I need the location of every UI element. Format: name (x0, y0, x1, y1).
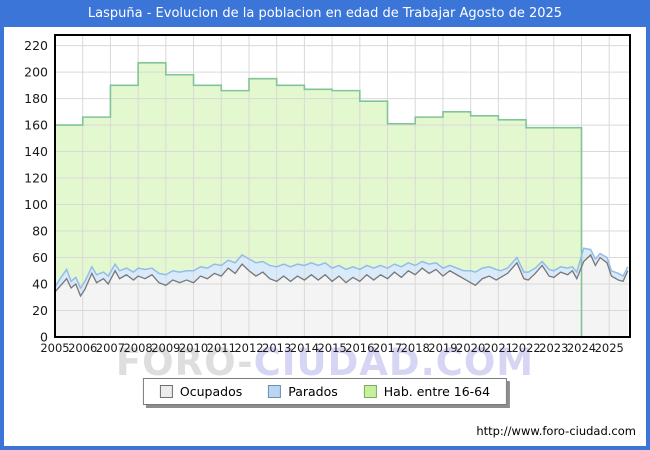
legend-label-hab-16-64: Hab. entre 16-64 (383, 384, 491, 399)
chart-legend: Ocupados Parados Hab. entre 16-64 (142, 378, 508, 405)
title-bar: Laspuña - Evolucion de la poblacion en e… (0, 0, 650, 27)
website-url: http://www.foro-ciudad.com (476, 424, 636, 438)
parados-swatch-icon (268, 385, 282, 398)
page-title: Laspuña - Evolucion de la poblacion en e… (87, 6, 563, 21)
ocupados-swatch-icon (159, 385, 173, 398)
legend-label-parados: Parados (288, 384, 338, 399)
legend-item-parados: Parados (268, 384, 338, 399)
watermark-part2: CIUDAD.COM (253, 341, 535, 384)
foro-ciudad-watermark: FORO-CIUDAD.COM (116, 341, 534, 384)
watermark-part1: FORO- (115, 341, 254, 384)
hab-16-64-swatch-icon (363, 385, 377, 398)
legend-item-hab-16-64: Hab. entre 16-64 (363, 384, 491, 399)
legend-item-ocupados: Ocupados (159, 384, 243, 399)
legend-label-ocupados: Ocupados (179, 384, 243, 399)
